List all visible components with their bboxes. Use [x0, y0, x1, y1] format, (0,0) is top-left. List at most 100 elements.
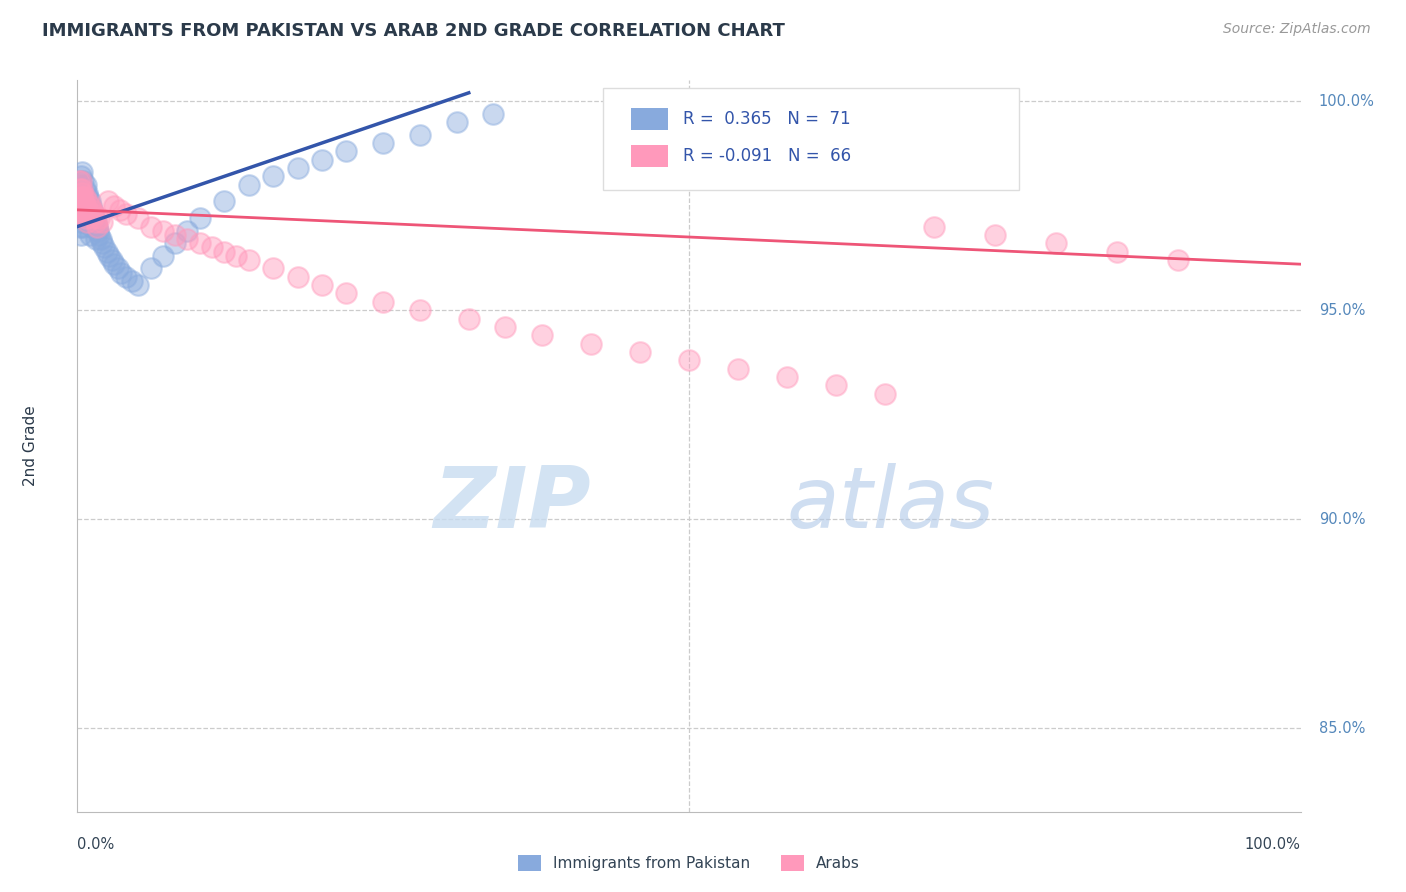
Point — [311, 153, 333, 167]
Point — [83, 207, 105, 221]
Point — [678, 353, 700, 368]
Point — [409, 128, 432, 142]
Point — [89, 227, 111, 242]
Point — [79, 199, 101, 213]
Point — [115, 269, 138, 284]
Point — [93, 240, 115, 254]
Text: 90.0%: 90.0% — [1319, 512, 1365, 526]
Point — [70, 182, 93, 196]
Text: ZIP: ZIP — [433, 463, 591, 546]
Point — [86, 219, 108, 234]
Point — [103, 257, 125, 271]
Point — [84, 215, 107, 229]
Legend: Immigrants from Pakistan, Arabs: Immigrants from Pakistan, Arabs — [512, 849, 866, 877]
Point — [70, 173, 93, 187]
Text: 100.0%: 100.0% — [1244, 838, 1301, 853]
Point — [152, 249, 174, 263]
Point — [76, 199, 98, 213]
Point — [201, 240, 224, 254]
Point — [70, 199, 93, 213]
Point — [82, 207, 104, 221]
Point — [212, 244, 235, 259]
Point — [98, 249, 121, 263]
Point — [225, 249, 247, 263]
Point — [80, 219, 103, 234]
Point — [165, 236, 187, 251]
Point — [70, 182, 93, 196]
Point — [1167, 252, 1189, 267]
Bar — [631, 145, 668, 167]
Point — [457, 311, 479, 326]
Point — [69, 182, 91, 196]
Point — [75, 190, 97, 204]
Point — [176, 232, 198, 246]
Point — [79, 194, 101, 209]
Point — [72, 173, 94, 187]
Point — [70, 190, 93, 204]
Point — [103, 199, 125, 213]
Point — [188, 211, 211, 226]
Point — [80, 202, 103, 217]
Point — [70, 202, 93, 217]
Point — [287, 161, 309, 175]
Point — [127, 211, 149, 226]
Point — [70, 215, 93, 229]
Point — [70, 211, 93, 226]
Point — [139, 261, 162, 276]
Point — [67, 211, 90, 226]
Point — [80, 202, 103, 217]
Text: Source: ZipAtlas.com: Source: ZipAtlas.com — [1223, 22, 1371, 37]
Point — [75, 211, 97, 226]
Point — [77, 202, 100, 217]
Point — [87, 224, 110, 238]
FancyBboxPatch shape — [603, 87, 1019, 190]
Point — [73, 182, 96, 196]
Point — [335, 286, 357, 301]
Point — [80, 199, 103, 213]
Point — [72, 202, 94, 217]
Point — [238, 252, 260, 267]
Point — [72, 207, 94, 221]
Point — [311, 278, 333, 293]
Point — [107, 261, 129, 276]
Text: R = -0.091   N =  66: R = -0.091 N = 66 — [683, 146, 851, 165]
Point — [89, 211, 111, 226]
Point — [69, 202, 91, 217]
Point — [76, 215, 98, 229]
Point — [73, 194, 96, 209]
Point — [75, 199, 97, 213]
Point — [70, 165, 93, 179]
Point — [446, 115, 468, 129]
Text: 95.0%: 95.0% — [1319, 302, 1365, 318]
Point — [212, 194, 235, 209]
Point — [75, 207, 97, 221]
Point — [83, 211, 105, 226]
Text: IMMIGRANTS FROM PAKISTAN VS ARAB 2ND GRADE CORRELATION CHART: IMMIGRANTS FROM PAKISTAN VS ARAB 2ND GRA… — [42, 22, 785, 40]
Point — [75, 178, 97, 192]
Point — [69, 190, 91, 204]
Point — [84, 215, 107, 229]
Point — [165, 227, 187, 242]
Bar — [631, 108, 668, 130]
Point — [72, 186, 94, 201]
Point — [121, 274, 143, 288]
Point — [73, 190, 96, 204]
Point — [67, 194, 90, 209]
Text: 0.0%: 0.0% — [77, 838, 114, 853]
Point — [409, 303, 432, 318]
Point — [371, 136, 394, 150]
Point — [628, 345, 651, 359]
Point — [67, 173, 90, 187]
Point — [76, 186, 98, 201]
Point — [287, 269, 309, 284]
Point — [72, 190, 94, 204]
Point — [115, 207, 138, 221]
Text: R =  0.365   N =  71: R = 0.365 N = 71 — [683, 110, 851, 128]
Point — [531, 328, 554, 343]
Point — [77, 207, 100, 221]
Point — [69, 173, 91, 187]
Point — [73, 211, 96, 226]
Point — [100, 252, 122, 267]
Point — [139, 219, 162, 234]
Point — [922, 219, 945, 234]
